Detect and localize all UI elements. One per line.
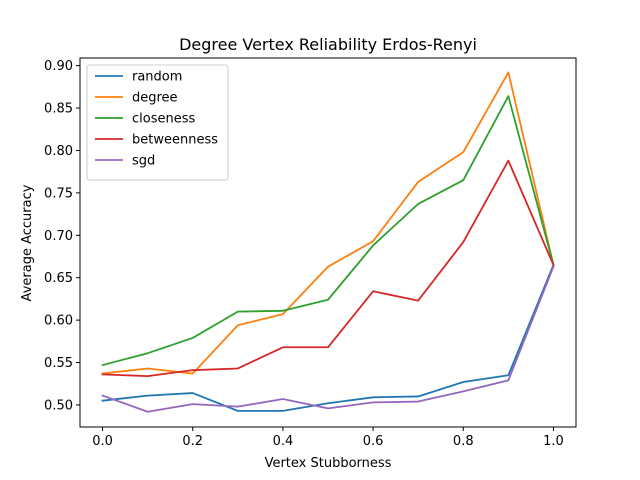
x-tick-label: 1.0 <box>543 434 564 449</box>
y-tick-label: 0.55 <box>44 356 73 371</box>
series-line-closeness <box>101 95 555 367</box>
x-tick-label: 0.6 <box>363 434 384 449</box>
series-line-random <box>101 263 555 412</box>
legend-label-betweenness: betweenness <box>132 133 218 148</box>
axes-frame <box>79 57 577 428</box>
plot-area <box>101 71 555 413</box>
y-tick-label: 0.80 <box>44 144 73 159</box>
y-tick-label: 0.85 <box>44 102 73 117</box>
series-line-betweenness <box>101 159 555 378</box>
y-tick-label: 0.70 <box>44 229 73 244</box>
x-tick-label: 0.0 <box>92 434 113 449</box>
x-tick-label: 0.2 <box>182 434 203 449</box>
x-axis: 0.0 0.2 0.4 0.6 0.8 1.0 <box>92 427 564 449</box>
y-axis: 0.50 0.55 0.60 0.65 0.70 0.75 0.80 0.85 0.90 <box>44 59 80 413</box>
legend-label-closeness: closeness <box>132 112 195 127</box>
y-tick-label: 0.50 <box>44 398 73 413</box>
legend-label-sgd: sgd <box>132 154 155 169</box>
x-tick-label: 0.8 <box>453 434 474 449</box>
legend-label-degree: degree <box>132 91 178 106</box>
x-tick-label: 0.4 <box>273 434 294 449</box>
y-tick-label: 0.65 <box>44 271 73 286</box>
axes-border <box>79 57 577 428</box>
legend: random degree closeness betweenness sgd <box>86 64 229 181</box>
legend-label-random: random <box>132 70 182 85</box>
y-tick-label: 0.90 <box>44 59 73 74</box>
y-axis-label: Average Accuracy <box>20 184 35 301</box>
y-tick-label: 0.75 <box>44 186 73 201</box>
series-line-sgd <box>101 265 555 413</box>
chart-title: Degree Vertex Reliability Erdos-Renyi <box>179 35 477 54</box>
x-axis-label: Vertex Stubborness <box>265 456 392 471</box>
legend-box <box>86 64 229 181</box>
y-tick-label: 0.60 <box>44 314 73 329</box>
